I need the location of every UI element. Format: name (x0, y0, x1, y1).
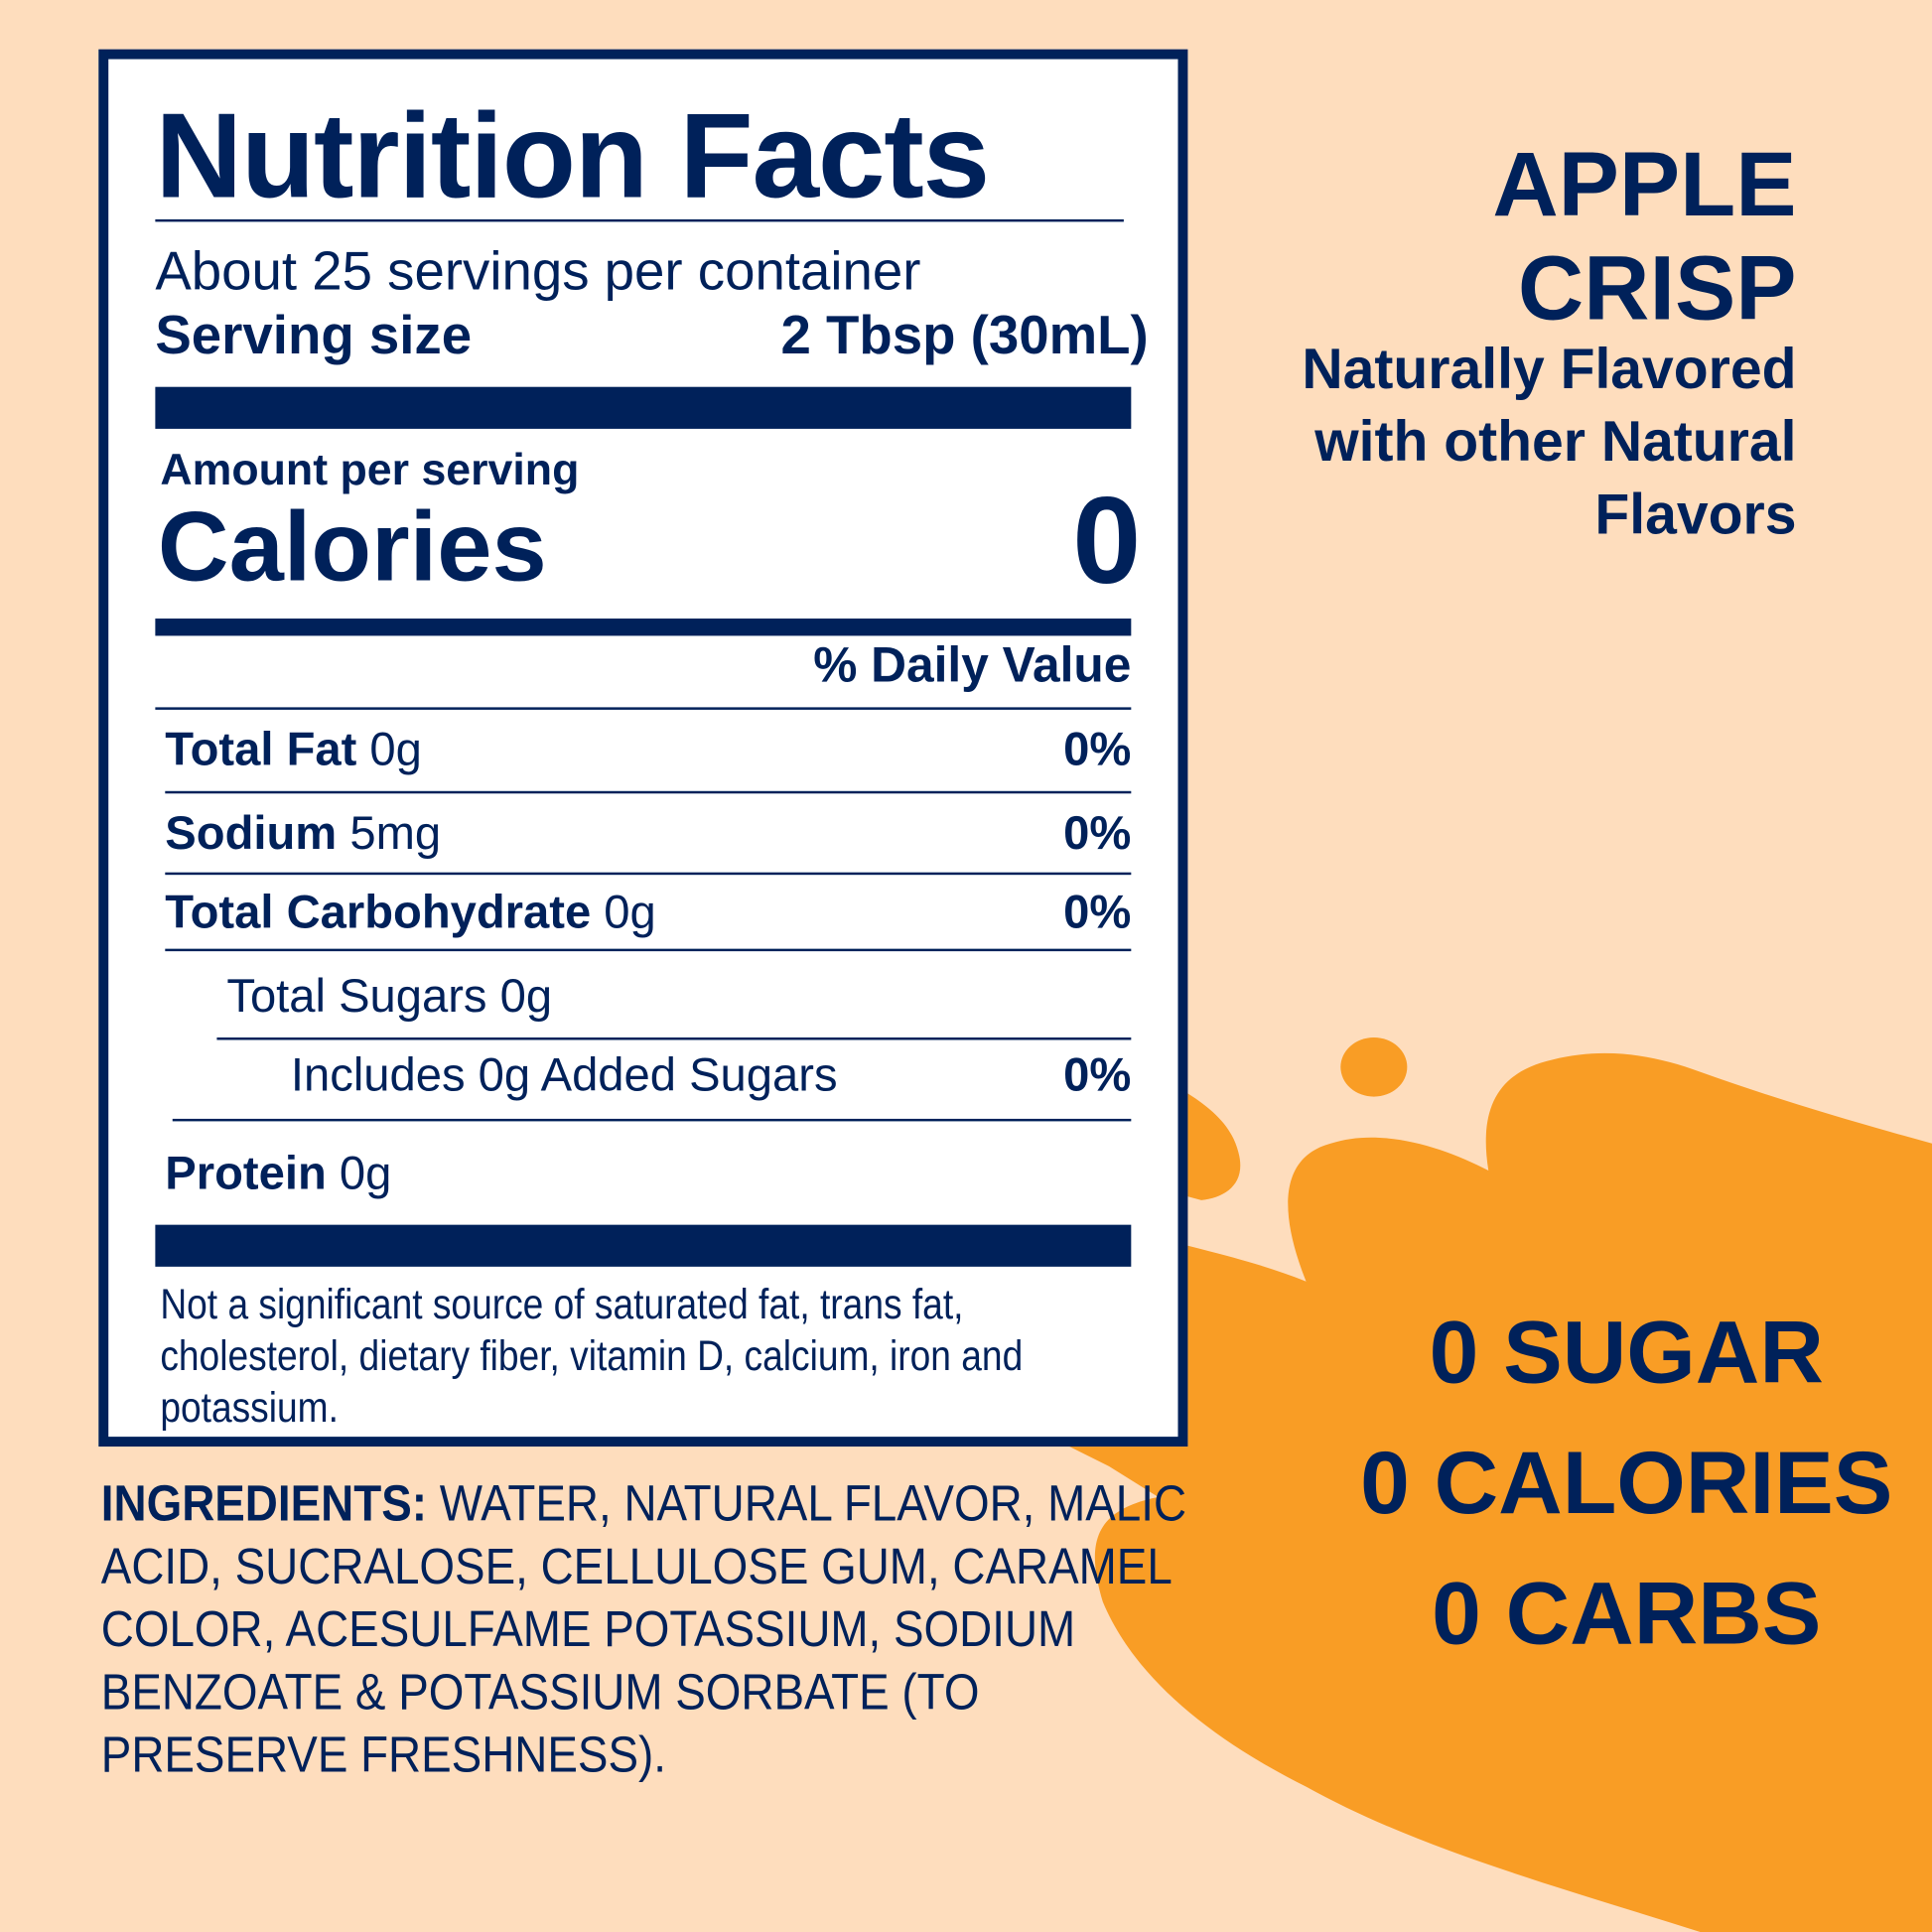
nutrient-dv: 0% (1063, 808, 1132, 861)
divider (216, 1037, 1132, 1040)
ingredients: INGREDIENTS: WATER, NATURAL FLAVOR, MALI… (101, 1472, 1188, 1786)
amount-per-serving: Amount per serving (160, 443, 580, 494)
claim-calories: 0 CALORIES (1360, 1434, 1893, 1533)
calories-row: Calories 0 (157, 472, 1141, 613)
nutrient-name: Includes 0g Added Sugars (290, 1049, 838, 1102)
nutrient-name: Protein (165, 1148, 327, 1200)
nutrient-amount: 5mg (349, 808, 442, 861)
nutrient-dv: 0% (1063, 887, 1132, 939)
claim-sugar: 0 SUGAR (1429, 1304, 1824, 1403)
flavor-desc-line: Flavors (1594, 482, 1797, 546)
daily-value-header: % Daily Value (813, 637, 1132, 693)
serving-size: Serving size 2 Tbsp (30mL) (155, 306, 1148, 367)
nutrient-dv: 0% (1063, 1049, 1132, 1102)
thick-divider (155, 386, 1132, 429)
nutrient-name: Total Carbohydrate (165, 887, 592, 939)
claims: 0 SUGAR 0 CALORIES 0 CARBS (1294, 1288, 1932, 1680)
divider (165, 872, 1132, 876)
flavor-description: Naturally Flavored with other Natural Fl… (1302, 333, 1796, 551)
ingredients-text: WATER, NATURAL FLAVOR, MALIC ACID, SUCRA… (100, 1474, 1187, 1783)
nutrient-amount: 0g (369, 724, 422, 776)
footnote: Not a significant source of saturated fa… (160, 1281, 1024, 1433)
divider (155, 218, 1124, 222)
flavor-desc-line: Naturally Flavored (1302, 336, 1797, 401)
divider (165, 790, 1132, 794)
thick-divider (155, 1224, 1132, 1267)
flavor-name: APPLE CRISP (1492, 133, 1796, 341)
nutrient-name: Total Fat (165, 724, 357, 776)
nutrient-dv: 0% (1063, 724, 1132, 776)
serving-size-label: Serving size (155, 305, 473, 366)
calories-label: Calories (157, 491, 547, 602)
servings-per-container: About 25 servings per container (155, 241, 921, 303)
calories-value: 0 (1072, 472, 1142, 611)
serving-size-value: 2 Tbsp (30mL) (780, 305, 1149, 366)
nutrition-facts-label: Nutrition Facts About 25 servings per co… (98, 49, 1188, 1448)
nutrient-amount: 0g (604, 887, 656, 939)
label-title: Nutrition Facts (155, 87, 990, 223)
nutrient-row-protein: Protein 0g (165, 1149, 1131, 1201)
nutrient-row-total-sugars: Total Sugars 0g (226, 971, 1131, 1024)
flavor-desc-line: with other Natural (1314, 409, 1797, 474)
nutrient-name: Total Sugars 0g (226, 970, 553, 1024)
nutrient-row-sodium: Sodium 5mg 0% (165, 808, 1131, 861)
divider (172, 1118, 1132, 1122)
claim-carbs: 0 CARBS (1432, 1565, 1822, 1664)
ingredients-label: INGREDIENTS: (100, 1474, 428, 1532)
nutrient-row-total-fat: Total Fat 0g 0% (165, 725, 1131, 777)
nutrient-name: Sodium (165, 808, 338, 861)
nutrient-row-added-sugars: Includes 0g Added Sugars 0% (291, 1049, 1131, 1102)
divider (165, 948, 1132, 952)
nutrient-row-total-carbohydrate: Total Carbohydrate 0g 0% (165, 888, 1131, 940)
medium-divider (155, 619, 1132, 636)
flavor-line: CRISP (1517, 236, 1797, 340)
flavor-line: APPLE (1492, 133, 1797, 236)
nutrient-amount: 0g (339, 1148, 392, 1200)
divider (155, 707, 1132, 710)
